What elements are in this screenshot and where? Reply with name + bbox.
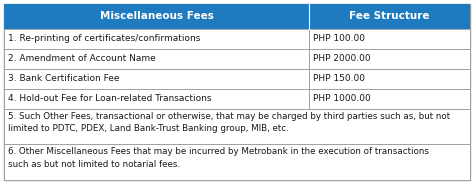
Bar (4, 69, 309, 89)
Text: PHP 100.00: PHP 100.00 (313, 34, 365, 43)
Bar (4, 144, 470, 180)
Bar (4, 49, 309, 69)
Text: Miscellaneous Fees: Miscellaneous Fees (100, 11, 214, 21)
Text: 4. Hold-out Fee for Loan-related Transactions: 4. Hold-out Fee for Loan-related Transac… (8, 94, 211, 103)
Bar (309, 29, 470, 49)
Text: PHP 2000.00: PHP 2000.00 (313, 54, 371, 63)
Text: 2. Amendment of Account Name: 2. Amendment of Account Name (8, 54, 156, 63)
Bar (309, 69, 470, 89)
Text: Fee Structure: Fee Structure (349, 11, 430, 21)
Bar (4, 4, 309, 29)
Text: 5. Such Other Fees, transactional or otherwise, that may be charged by third par: 5. Such Other Fees, transactional or oth… (8, 112, 450, 133)
Bar (309, 49, 470, 69)
Text: PHP 1000.00: PHP 1000.00 (313, 94, 371, 103)
Bar (309, 4, 470, 29)
Text: 3. Bank Certification Fee: 3. Bank Certification Fee (8, 74, 119, 83)
Bar (4, 109, 470, 144)
Bar (4, 89, 309, 109)
Text: 1. Re-printing of certificates/confirmations: 1. Re-printing of certificates/confirmat… (8, 34, 201, 43)
Text: 6. Other Miscellaneous Fees that may be incurred by Metrobank in the execution o: 6. Other Miscellaneous Fees that may be … (8, 147, 429, 169)
Bar (4, 29, 309, 49)
Bar (309, 89, 470, 109)
Text: PHP 150.00: PHP 150.00 (313, 74, 365, 83)
